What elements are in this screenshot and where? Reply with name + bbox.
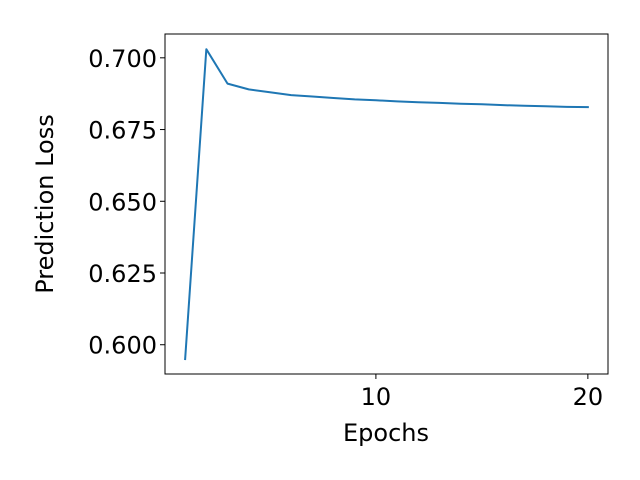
y-tick-label: 0.700 — [88, 45, 157, 73]
y-tick-label: 0.675 — [88, 117, 157, 145]
x-tick-label: 10 — [361, 383, 392, 411]
series-layer — [184, 48, 589, 361]
y-axis-label: Prediction Loss — [31, 114, 59, 294]
x-axis-label: Epochs — [343, 419, 429, 447]
ticks-layer: 10 20 0.600 0.625 0.650 0.675 0.700 — [88, 45, 603, 411]
y-tick-label: 0.625 — [88, 260, 157, 288]
series-line — [184, 48, 589, 361]
axes-frame — [164, 33, 609, 375]
y-tick-label: 0.600 — [88, 332, 157, 360]
y-tick-label: 0.650 — [88, 188, 157, 216]
x-tick-label: 20 — [573, 383, 604, 411]
